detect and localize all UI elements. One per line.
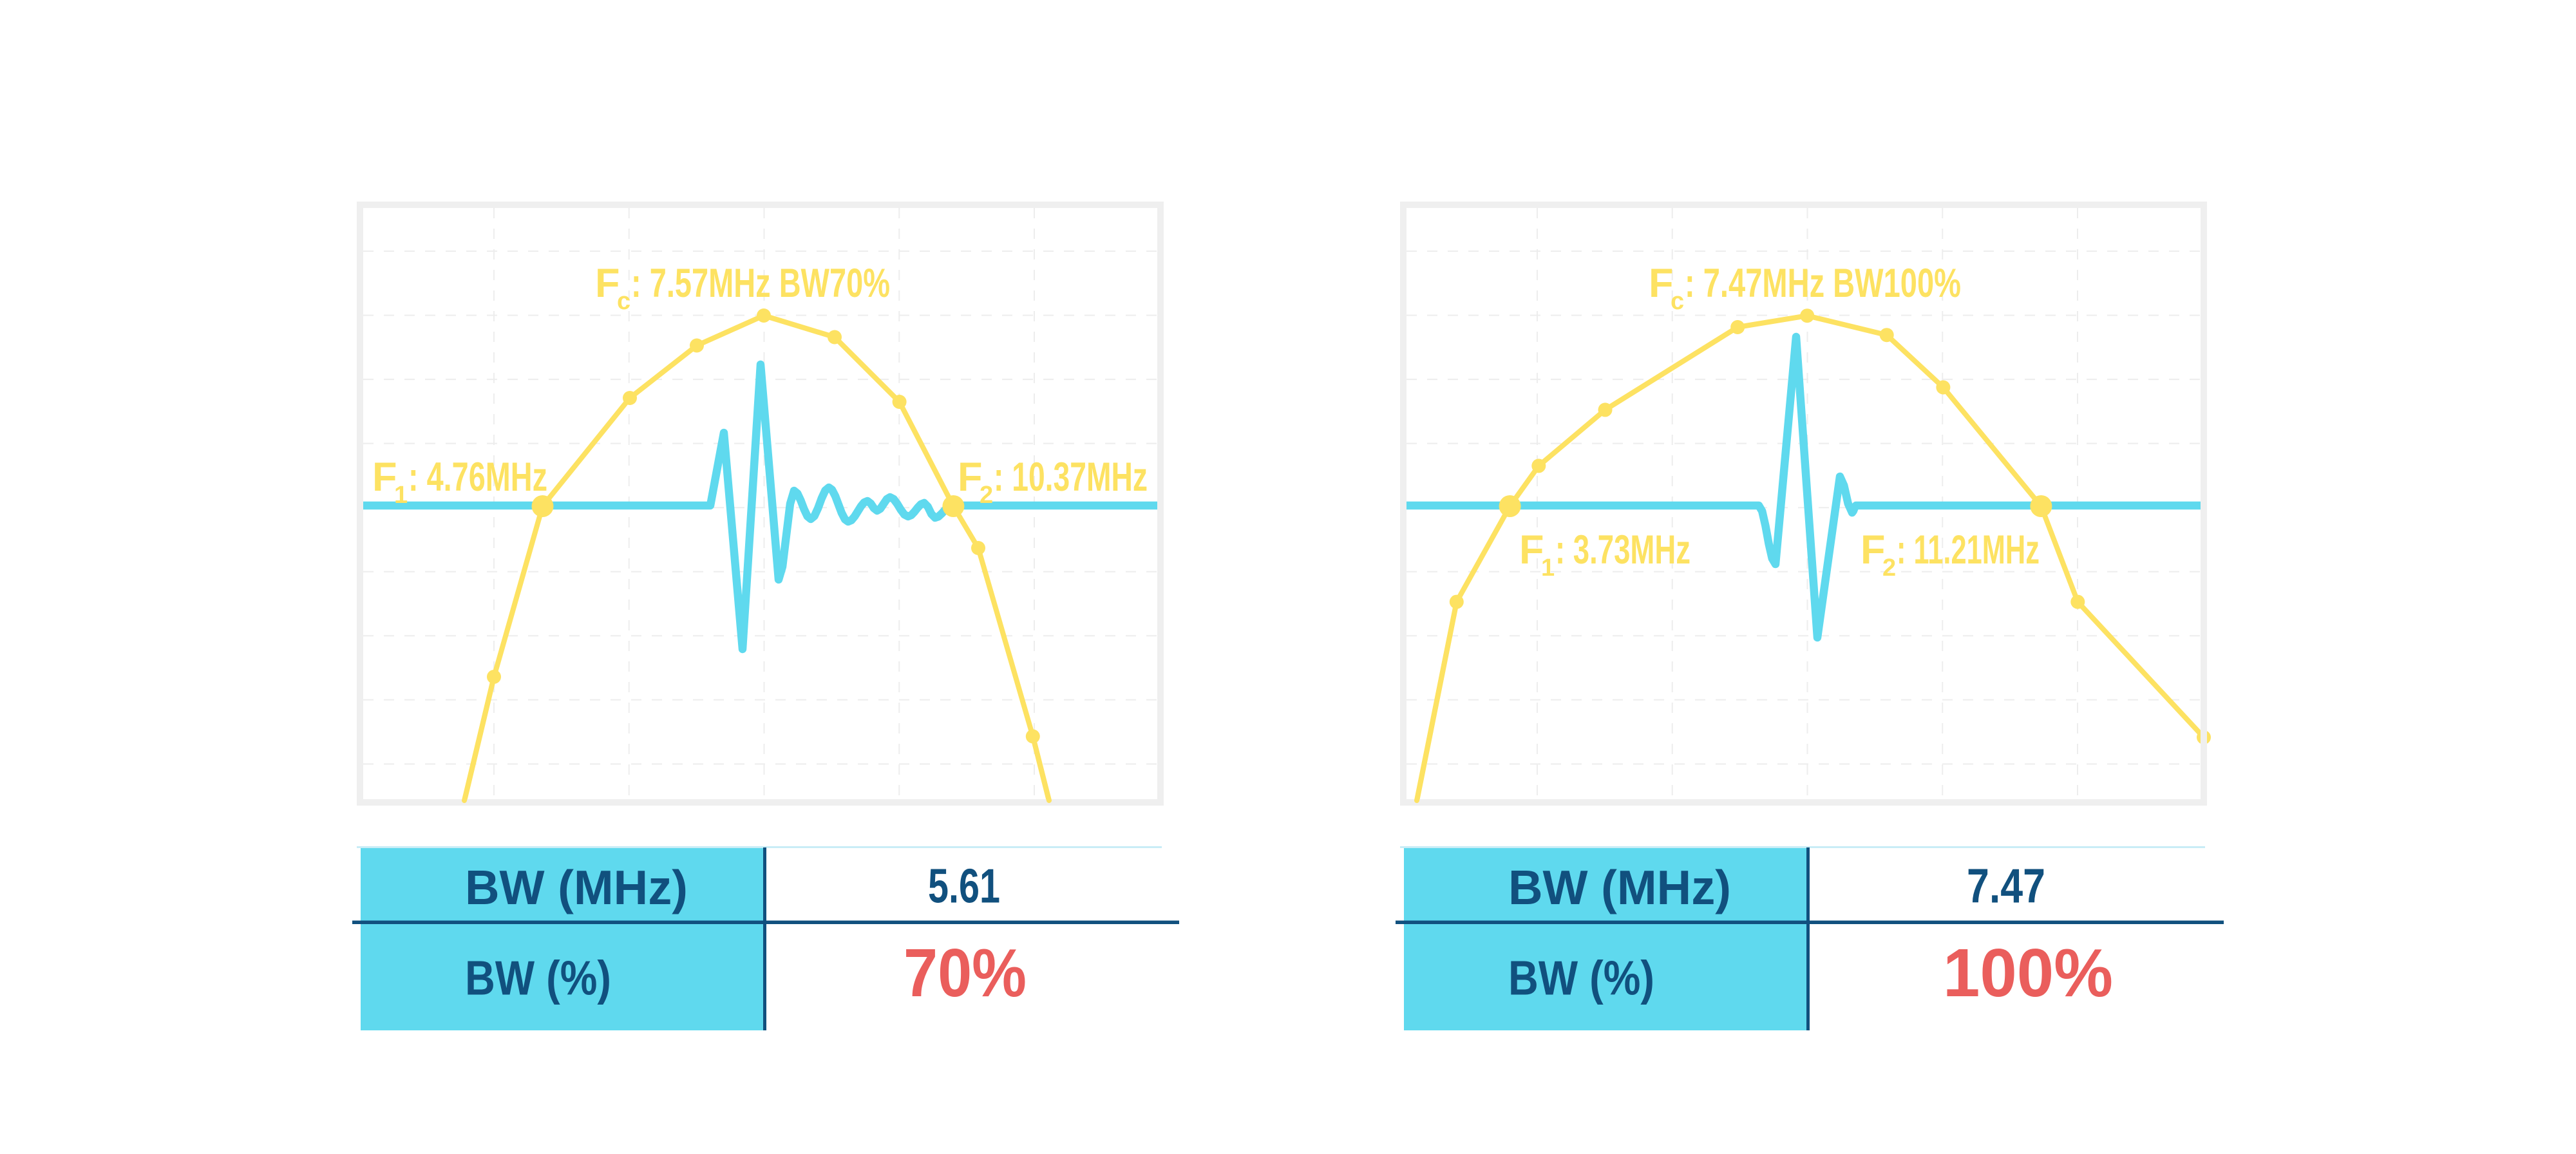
svg-text:2: 2: [1882, 554, 1896, 582]
svg-text:100%: 100%: [1943, 935, 2113, 1011]
svg-text:: 7.57MHz BW70%: : 7.57MHz BW70%: [631, 261, 890, 306]
svg-text:F: F: [958, 455, 982, 500]
svg-text:BW (MHz): BW (MHz): [1508, 860, 1731, 914]
svg-text:1: 1: [394, 482, 408, 509]
svg-text:2: 2: [980, 482, 993, 509]
svg-text:c: c: [1671, 288, 1684, 315]
svg-text:F: F: [595, 261, 620, 306]
svg-text:: 7.47MHz BW100%: : 7.47MHz BW100%: [1685, 261, 1961, 306]
svg-text:: 11.21MHz: : 11.21MHz: [1897, 527, 2040, 572]
svg-text:7.47: 7.47: [1967, 859, 2045, 913]
svg-text:F: F: [1861, 527, 1885, 572]
svg-text:c: c: [617, 288, 630, 315]
svg-text:: 3.73MHz: : 3.73MHz: [1555, 527, 1690, 572]
svg-text:F: F: [372, 455, 397, 500]
svg-text:: 4.76MHz: : 4.76MHz: [408, 455, 547, 500]
svg-text:: 10.37MHz: : 10.37MHz: [994, 455, 1148, 500]
svg-text:F: F: [1649, 261, 1673, 306]
svg-text:BW (%): BW (%): [465, 951, 611, 1005]
svg-text:70%: 70%: [904, 935, 1027, 1011]
svg-text:BW (%): BW (%): [1508, 951, 1654, 1005]
svg-text:F: F: [1519, 527, 1544, 572]
svg-text:1: 1: [1541, 554, 1555, 582]
svg-text:BW (MHz): BW (MHz): [465, 860, 688, 914]
svg-text:5.61: 5.61: [928, 859, 1000, 913]
